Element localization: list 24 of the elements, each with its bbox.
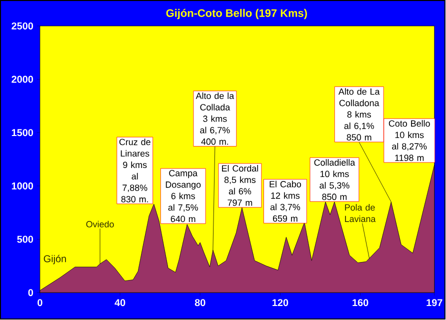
annotation: Oviedo <box>86 221 114 228</box>
y-tick-label: 500 <box>17 236 34 243</box>
annotation: Pola de Laviana <box>345 204 376 222</box>
annotation: Alto de La Colladona 8 kms al 6,1% 850 m <box>338 88 380 141</box>
y-tick-label: 1000 <box>12 182 34 190</box>
annotation: Alto de la Collada 3 kms al 6,7% 400 m. <box>196 92 234 146</box>
y-tick-label: 1500 <box>12 129 34 136</box>
x-tick-label: 197 <box>426 299 442 306</box>
annotation: El Cabo 12 kms al 3,7% 659 m <box>270 180 302 222</box>
x-tick-label: 0 <box>38 299 42 306</box>
annotation: El Cordal 8,5 kms al 6% 797 m <box>222 165 258 206</box>
y-tick-label: 0 <box>28 289 34 296</box>
annotation: Gijón <box>44 255 66 264</box>
x-tick-label: 120 <box>272 299 288 306</box>
annotation: Campa Dosango 6 kms al 7,5% 640 m <box>166 170 201 222</box>
x-tick-label: 160 <box>352 299 368 306</box>
y-tick-label: 2000 <box>12 76 34 84</box>
annotation: Colladiella 10 kms al 5,3% 850 m <box>314 159 356 200</box>
x-tick-label: 80 <box>194 299 206 306</box>
chart-title: Gijón-Coto Bello (197 Kms) <box>166 9 307 20</box>
annotation: Coto Bello 10 kms al 8,27% 1198 m <box>388 120 430 162</box>
x-tick-label: 40 <box>114 299 126 306</box>
y-tick-label: 2500 <box>12 22 34 30</box>
annotation: Cruz de Linares 9 kms al 7,88% 830 m. <box>119 138 150 203</box>
